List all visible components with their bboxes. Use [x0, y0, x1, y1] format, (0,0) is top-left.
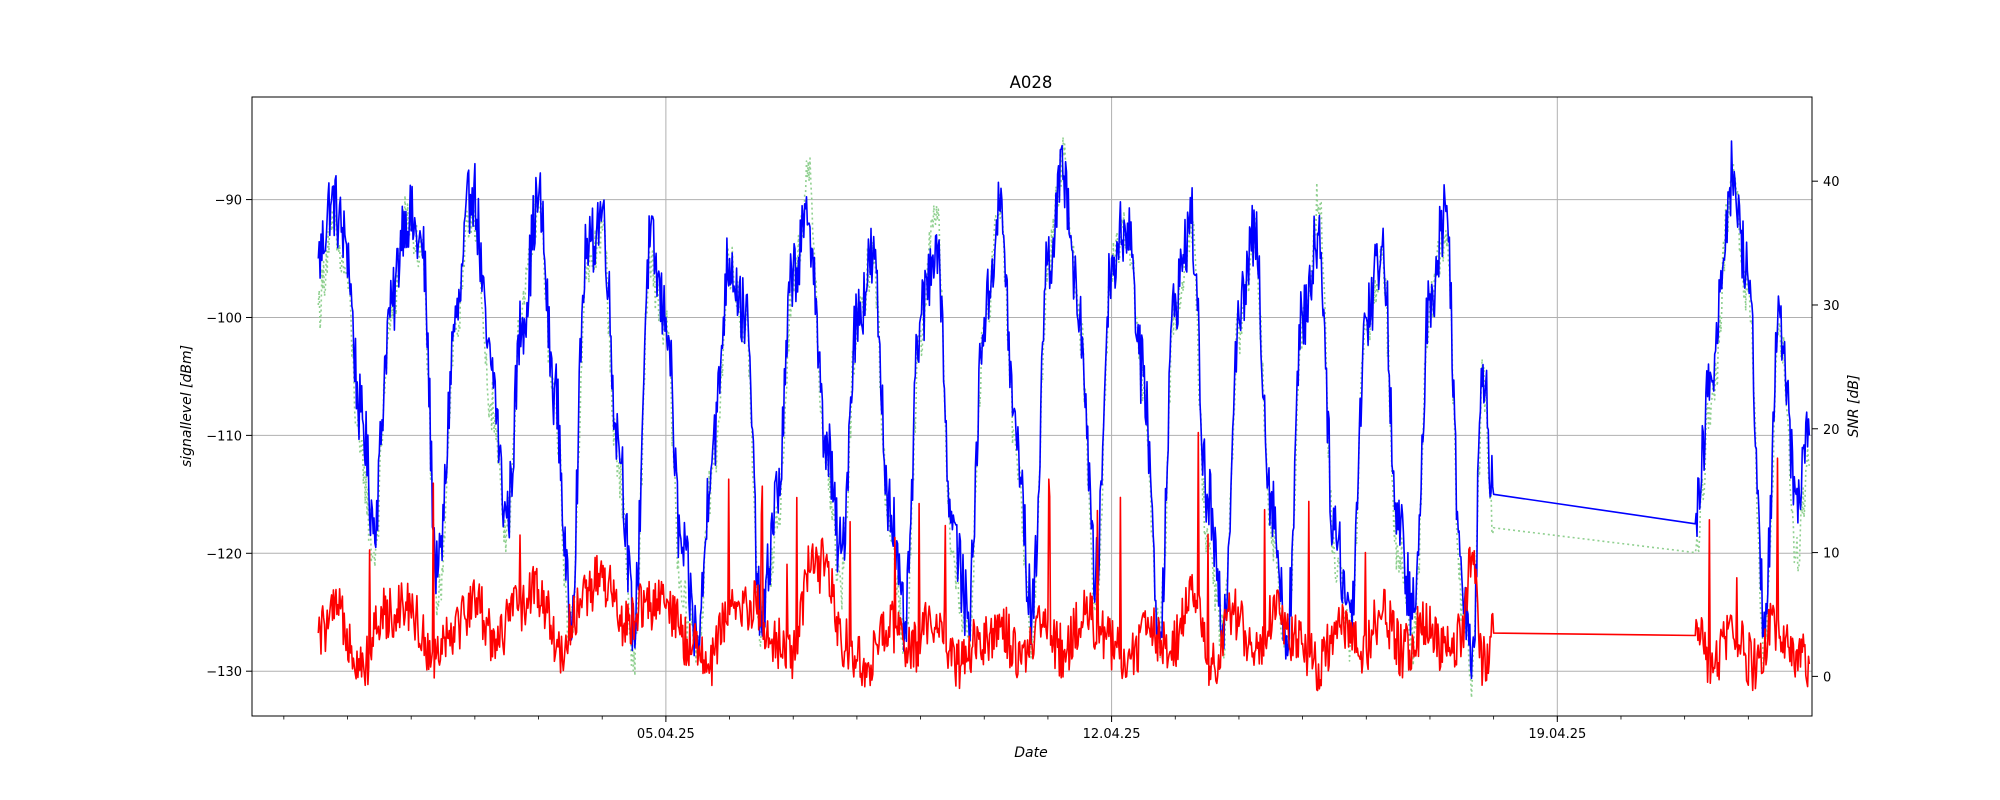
x-tick-label: 05.04.25 [637, 727, 695, 742]
y-left-tick-label: −90 [215, 194, 242, 209]
x-axis-label: Date [1014, 745, 1047, 761]
y-right-tick-label: 10 [1823, 547, 1840, 562]
noise-level-line [317, 431, 1811, 692]
plot-area [317, 136, 1811, 699]
y-left-tick-label: −100 [206, 311, 242, 326]
y-right-tick-label: 40 [1823, 175, 1840, 190]
y-right-tick-label: 20 [1823, 423, 1840, 438]
x-axis: 05.04.25 12.04.25 19.04.25 [283, 716, 1749, 742]
y-axis-label-right: SNR [dB] [1846, 375, 1862, 438]
y-right-tick-label: 0 [1823, 670, 1831, 685]
y-left-tick-label: −130 [206, 665, 242, 680]
snr-line [317, 136, 1811, 699]
y-right-tick-label: 30 [1823, 299, 1840, 314]
grid [252, 97, 1812, 716]
y-axis-label-left: signallevel [dBm] [179, 345, 195, 467]
right-y-axis: 40 30 20 10 0 [1812, 175, 1840, 685]
chart-title: A028 [1010, 73, 1053, 92]
y-left-tick-label: −120 [206, 547, 242, 562]
plot-frame [251, 96, 1813, 717]
left-y-axis: −90 −100 −110 −120 −130 [206, 194, 252, 680]
x-tick-label: 19.04.25 [1528, 727, 1586, 742]
y-left-tick-label: −110 [206, 429, 242, 444]
x-tick-label: 12.04.25 [1083, 727, 1141, 742]
signal-level-line [317, 140, 1811, 680]
